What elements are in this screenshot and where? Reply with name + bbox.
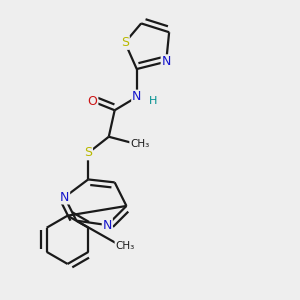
Text: CH₃: CH₃ <box>130 139 149 149</box>
Text: H: H <box>149 96 157 106</box>
Text: CH₃: CH₃ <box>115 241 135 251</box>
Text: S: S <box>84 146 92 159</box>
Text: O: O <box>88 95 98 108</box>
Text: N: N <box>103 219 112 232</box>
Text: N: N <box>132 91 141 103</box>
Text: N: N <box>161 55 171 68</box>
Text: N: N <box>60 190 69 204</box>
Text: S: S <box>121 36 129 49</box>
